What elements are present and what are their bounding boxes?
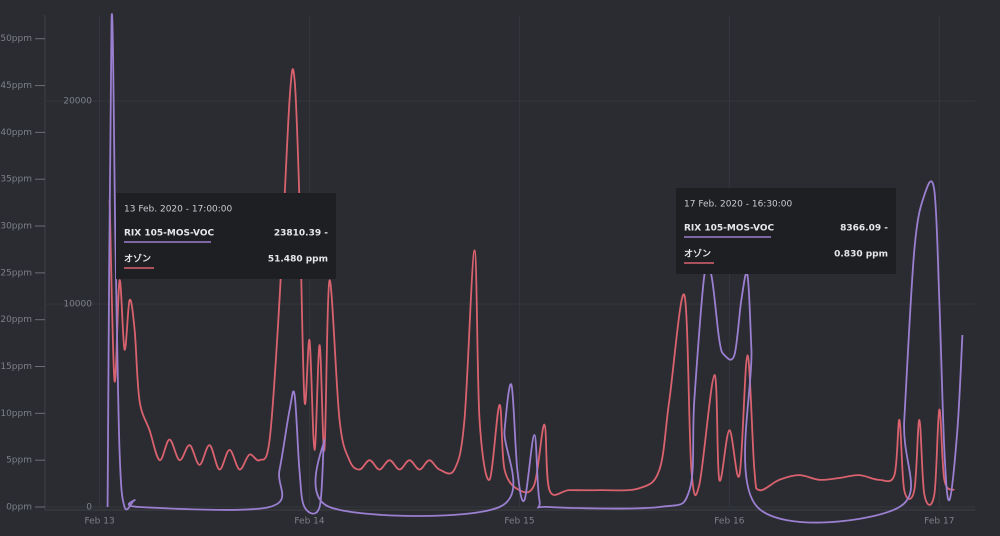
y-tick-label: 0ppm xyxy=(6,503,32,513)
tooltip-series-name: RIX 105-MOS-VOC xyxy=(684,224,775,234)
y2-tick-label: 10000 xyxy=(63,300,92,310)
tooltip-value: 8366.09 - xyxy=(840,224,888,234)
x-tick-label: Feb 15 xyxy=(504,517,534,527)
tooltip-value: 0.830 ppm xyxy=(834,250,888,260)
tooltip-value: 51.480 ppm xyxy=(268,255,328,265)
tooltip-time: 13 Feb. 2020 - 17:00:00 xyxy=(124,205,233,215)
tooltip: 13 Feb. 2020 - 17:00:00 RIX 105-MOS-VOC 23… xyxy=(116,193,336,279)
y-tick-label: 35ppm xyxy=(0,175,32,185)
series-line xyxy=(108,68,955,506)
x-tick-label: Feb 16 xyxy=(714,517,745,527)
series-line xyxy=(106,13,964,524)
y-tick-label: 25ppm xyxy=(0,268,32,278)
tooltip: 17 Feb. 2020 - 16:30:00 RIX 105-MOS-VOC 83… xyxy=(676,188,896,274)
x-tick-label: Feb 13 xyxy=(84,517,114,527)
tooltip-value: 23810.39 - xyxy=(274,229,328,239)
plot xyxy=(106,13,964,524)
tooltip-series-name: オゾン xyxy=(124,253,151,265)
x-tick-label: Feb 17 xyxy=(924,517,954,527)
y-tick-label: 30ppm xyxy=(0,222,32,232)
y-tick-label: 20ppm xyxy=(0,315,32,325)
tooltip-box xyxy=(116,193,336,279)
tooltip-series-name: オゾン xyxy=(684,248,711,260)
y-tick-label: 5ppm xyxy=(6,456,32,466)
y-tick-label: 10ppm xyxy=(0,409,32,419)
y-tick-label: 40ppm xyxy=(0,128,32,138)
y-tick-label: 45ppm xyxy=(0,81,32,91)
grid: 0ppm 5ppm 10ppm 15ppm 20ppm 25ppm 30ppm 35ppm 40… xyxy=(0,15,975,527)
y-tick-label: 50ppm xyxy=(0,34,32,44)
tooltips: 13 Feb. 2020 - 17:00:00 RIX 105-MOS-VOC 23… xyxy=(116,188,896,279)
y2-tick-label: 0 xyxy=(86,503,92,513)
tooltip-box xyxy=(676,188,896,274)
x-tick-label: Feb 14 xyxy=(294,517,325,527)
tooltip-time: 17 Feb. 2020 - 16:30:00 xyxy=(684,200,793,210)
y-tick-label: 15ppm xyxy=(0,362,32,372)
y2-tick-label: 20000 xyxy=(63,97,92,107)
tooltip-series-name: RIX 105-MOS-VOC xyxy=(124,229,215,239)
